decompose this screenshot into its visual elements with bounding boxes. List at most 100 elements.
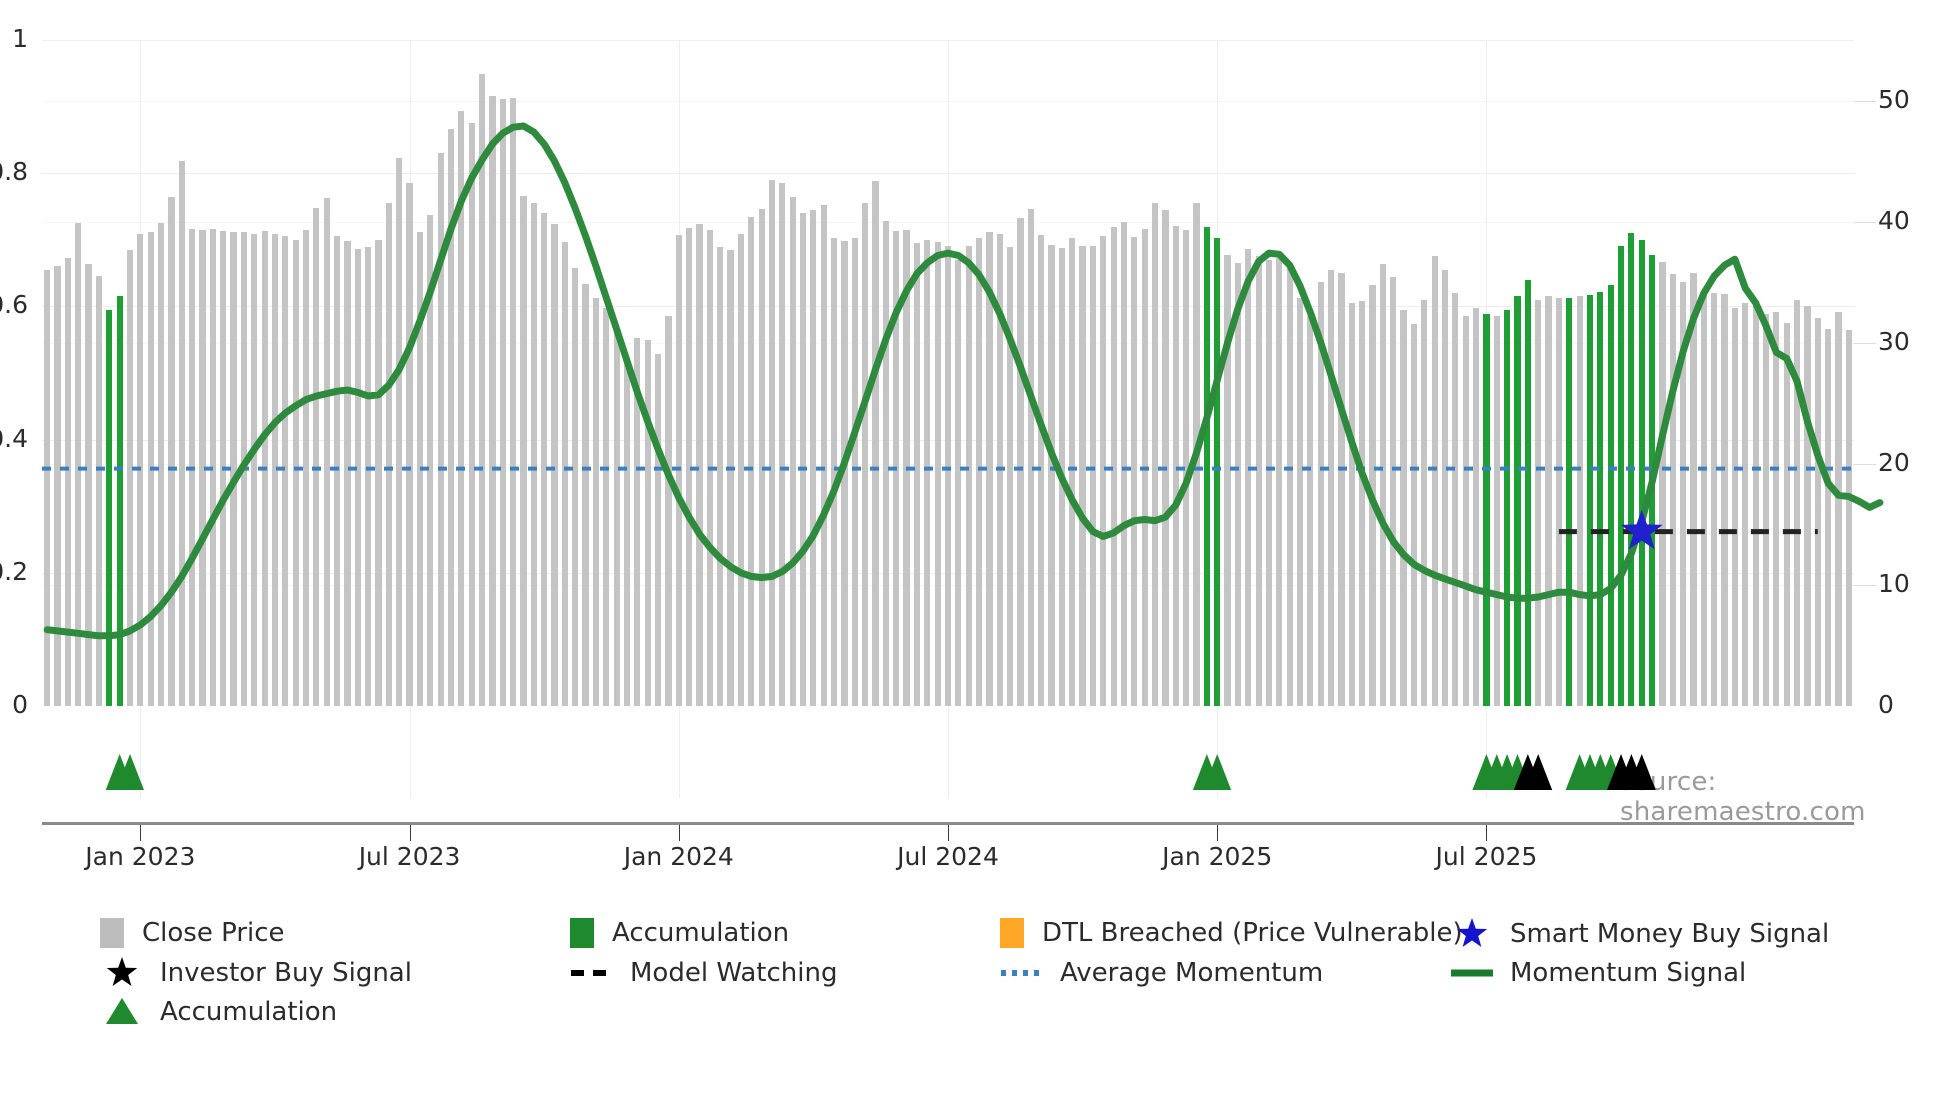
- bar-close-price: [1183, 229, 1190, 706]
- legend-swatch-dtl-breached: [1000, 918, 1024, 948]
- legend-label-accumulation-triangle: Accumulation: [160, 997, 338, 1027]
- bar-close-price: [510, 97, 517, 706]
- legend-star-icon-investor-buy: [100, 957, 144, 989]
- legend-item-accumulation-triangle[interactable]: Accumulation: [100, 996, 337, 1028]
- bar-close-price: [1286, 267, 1293, 706]
- bar-close-price: [944, 246, 952, 706]
- smart-money-buy-star-marker: [1620, 509, 1663, 550]
- bar-accumulation: [116, 296, 123, 706]
- bar-close-price: [1007, 247, 1014, 706]
- bar-close-price: [623, 357, 631, 706]
- y-axis-right-tick-label: 10: [1878, 568, 1910, 598]
- bar-close-price: [1359, 301, 1366, 706]
- legend-label-smart-money-buy: Smart Money Buy Signal: [1510, 919, 1830, 949]
- legend-label-model-watching: Model Watching: [630, 958, 838, 988]
- y-axis-right-tick-label: 20: [1878, 447, 1910, 477]
- bar-close-price: [1100, 235, 1107, 706]
- legend-line-icon-average-momentum: [1000, 957, 1044, 989]
- legend-label-average-momentum: Average Momentum: [1060, 958, 1324, 988]
- bar-close-price: [1845, 330, 1852, 706]
- bar-close-price: [396, 157, 403, 706]
- chart-canvas: [42, 40, 1884, 798]
- bar-close-price: [458, 110, 465, 706]
- bar-close-price: [1131, 237, 1138, 706]
- y-axis-right-tick-mark: [1854, 100, 1876, 102]
- bar-close-price: [1721, 294, 1728, 706]
- bar-close-price: [810, 209, 817, 706]
- legend-item-smart-money-buy[interactable]: Smart Money Buy Signal: [1450, 918, 1829, 950]
- bar-close-price: [478, 73, 486, 706]
- bar-close-price: [95, 276, 103, 706]
- bar-close-price: [644, 340, 651, 706]
- y-axis-left-tick-label: 0.8: [0, 157, 28, 187]
- bar-close-price: [499, 98, 506, 706]
- bar-close-price: [1452, 293, 1459, 706]
- bar-close-price: [427, 215, 434, 706]
- x-axis-line: [42, 822, 1854, 825]
- bar-close-price: [1390, 277, 1397, 706]
- bar-close-price: [1441, 269, 1449, 706]
- accumulation-triangle-marker: [1203, 754, 1232, 790]
- bar-close-price: [1576, 296, 1583, 706]
- x-axis-tick-mark: [679, 825, 680, 841]
- bar-close-price: [1669, 274, 1676, 706]
- bar-close-price: [1835, 311, 1842, 706]
- bar-close-price: [686, 227, 693, 706]
- bar-close-price: [1027, 209, 1034, 706]
- bar-close-price: [1172, 226, 1179, 706]
- bar-close-price: [168, 196, 175, 706]
- legend-item-accumulation-bar[interactable]: Accumulation: [570, 918, 789, 948]
- bar-close-price: [375, 239, 382, 706]
- bar-close-price: [199, 230, 206, 706]
- legend-label-momentum-signal: Momentum Signal: [1510, 958, 1747, 988]
- bar-close-price: [1379, 264, 1386, 706]
- bar-close-price: [654, 354, 662, 706]
- accumulation-triangle-marker: [116, 754, 145, 790]
- x-axis-tick-mark: [1486, 825, 1487, 841]
- legend-item-investor-buy[interactable]: Investor Buy Signal: [100, 957, 412, 989]
- legend-row: Accumulation: [100, 996, 1900, 1035]
- bar-close-price: [551, 223, 558, 706]
- bar-close-price: [292, 240, 299, 706]
- bar-close-price: [230, 231, 237, 706]
- bar-close-price: [1245, 249, 1252, 706]
- chart-overlay: [42, 122, 1884, 640]
- signal-markers-row: [105, 754, 1656, 790]
- bar-close-price: [85, 264, 92, 706]
- bar-close-price: [1017, 217, 1024, 706]
- legend-item-model-watching[interactable]: Model Watching: [570, 957, 837, 989]
- bar-close-price: [1472, 307, 1480, 706]
- bar-accumulation: [106, 309, 113, 706]
- bar-close-price: [344, 241, 351, 706]
- legend-item-dtl-breached[interactable]: DTL Breached (Price Vulnerable): [1000, 918, 1463, 948]
- bar-close-price: [1089, 246, 1097, 706]
- bar-close-price: [799, 213, 807, 706]
- investor-buy-triangle-marker: [1627, 754, 1656, 790]
- bar-close-price: [1793, 299, 1801, 706]
- y-axis-left-tick-label: 0.4: [0, 423, 28, 453]
- bar-close-price: [592, 298, 600, 706]
- legend-item-close-price[interactable]: Close Price: [100, 918, 285, 948]
- legend-row: Investor Buy Signal Model Watching Average…: [100, 957, 1900, 996]
- bar-close-price: [1545, 295, 1552, 706]
- bar-close-price: [437, 153, 444, 706]
- bar-close-price: [924, 240, 931, 706]
- legend-row: Close Price Accumulation DTL Breached (Pri…: [100, 918, 1900, 957]
- bar-accumulation: [1566, 297, 1573, 706]
- bar-accumulation: [1524, 280, 1531, 706]
- bar-close-price: [986, 232, 993, 706]
- bar-close-price: [1317, 282, 1324, 706]
- bar-close-price: [727, 250, 734, 706]
- bar-close-price: [541, 213, 548, 706]
- legend-item-momentum-signal[interactable]: Momentum Signal: [1450, 957, 1746, 989]
- bar-close-price: [365, 247, 372, 706]
- bar-close-price: [1255, 255, 1262, 706]
- bar-accumulation: [1483, 313, 1490, 706]
- bar-close-price: [1348, 303, 1355, 706]
- bar-close-price: [748, 216, 755, 706]
- y-axis-right-tick-label: 50: [1878, 84, 1910, 114]
- legend-item-average-momentum[interactable]: Average Momentum: [1000, 957, 1323, 989]
- bar-close-price: [1690, 273, 1697, 706]
- bar-close-price: [1421, 300, 1428, 706]
- legend-triangle-icon-accumulation-triangle: [100, 996, 144, 1028]
